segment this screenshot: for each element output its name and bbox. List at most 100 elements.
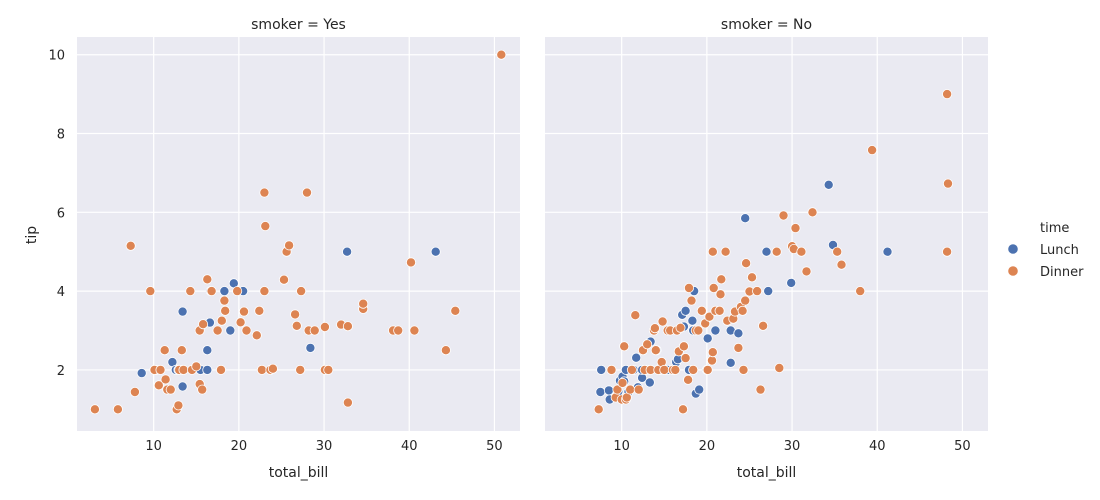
data-point-lunch <box>136 368 147 379</box>
data-point-lunch <box>430 246 441 257</box>
data-point-lunch <box>710 325 721 336</box>
data-point-dinner <box>496 49 507 60</box>
data-point-dinner <box>290 309 301 320</box>
legend-title: time <box>1040 221 1069 236</box>
data-point-dinner <box>89 404 100 415</box>
data-point-lunch <box>702 333 713 344</box>
data-point-dinner <box>867 145 878 156</box>
data-point-dinner <box>129 386 140 397</box>
x-tick-label: 50 <box>486 439 503 454</box>
data-point-dinner <box>747 272 758 283</box>
data-point-dinner <box>684 282 695 293</box>
data-point-dinner <box>185 286 196 297</box>
data-point-dinner <box>176 345 187 356</box>
data-point-dinner <box>619 341 630 352</box>
data-point-dinner <box>836 259 847 270</box>
data-point-dinner <box>295 364 306 375</box>
data-point-dinner <box>707 355 718 366</box>
data-point-dinner <box>309 325 320 336</box>
data-point-dinner <box>790 223 801 234</box>
x-tick-label: 50 <box>954 439 971 454</box>
data-point-dinner <box>796 246 807 257</box>
data-point-dinner <box>256 364 267 375</box>
data-point-lunch <box>644 377 655 388</box>
data-point-dinner <box>409 325 420 336</box>
panel-smoker-no: 10 20 30 40 50 smoker = No total_bill <box>545 17 988 481</box>
data-point-dinner <box>774 362 785 373</box>
data-point-dinner <box>342 397 353 408</box>
data-point-lunch <box>603 385 614 396</box>
data-point-lunch <box>740 213 751 224</box>
panel-title: smoker = No <box>721 17 812 33</box>
data-point-dinner <box>771 246 782 257</box>
x-tick-label: 20 <box>699 439 716 454</box>
data-point-dinner <box>342 321 353 332</box>
data-point-dinner <box>393 325 404 336</box>
data-point-dinner <box>212 325 223 336</box>
legend-label-lunch: Lunch <box>1040 243 1079 258</box>
data-point-dinner <box>686 295 697 306</box>
data-point-dinner <box>160 374 171 385</box>
data-point-dinner <box>220 305 231 316</box>
data-point-dinner <box>358 298 369 309</box>
data-point-lunch <box>786 277 797 288</box>
series-dinner <box>593 89 954 415</box>
data-point-lunch <box>687 315 698 326</box>
data-point-dinner <box>642 339 653 350</box>
data-point-dinner <box>670 364 681 375</box>
legend: time Lunch Dinner <box>1007 221 1084 280</box>
data-point-dinner <box>720 246 731 257</box>
data-point-dinner <box>680 353 691 364</box>
data-point-dinner <box>696 305 707 316</box>
data-point-dinner <box>259 286 270 297</box>
data-point-dinner <box>112 404 123 415</box>
data-point-dinner <box>617 377 628 388</box>
data-point-lunch <box>177 381 188 392</box>
data-point-dinner <box>267 363 278 374</box>
data-point-dinner <box>659 364 670 375</box>
panel-smoker-yes: 10 20 30 40 50 2 4 6 8 10 smoker = Yes total_bill <box>48 17 520 481</box>
data-point-lunch <box>219 286 230 297</box>
x-axis-label: total_bill <box>737 465 797 481</box>
data-point-lunch <box>595 386 606 397</box>
data-point-dinner <box>942 89 953 100</box>
x-tick-label: 10 <box>145 439 162 454</box>
y-tick-label: 2 <box>57 364 65 379</box>
data-point-dinner <box>593 404 604 415</box>
data-point-dinner <box>202 274 213 285</box>
data-point-dinner <box>260 221 271 232</box>
data-point-lunch <box>763 286 774 297</box>
data-point-dinner <box>633 384 644 395</box>
data-point-dinner <box>649 323 660 334</box>
data-point-lunch <box>305 342 316 353</box>
data-point-lunch <box>882 246 893 257</box>
data-point-dinner <box>259 187 270 198</box>
data-point-dinner <box>943 178 954 189</box>
data-point-dinner <box>707 347 718 358</box>
data-point-dinner <box>159 345 170 356</box>
data-point-lunch <box>225 325 236 336</box>
x-tick-label: 20 <box>231 439 248 454</box>
legend-label-dinner: Dinner <box>1040 265 1084 280</box>
data-point-dinner <box>715 289 726 300</box>
data-point-dinner <box>688 364 699 375</box>
data-point-dinner <box>323 364 334 375</box>
data-point-dinner <box>215 364 226 375</box>
data-point-dinner <box>707 246 718 257</box>
data-point-lunch <box>680 305 691 316</box>
series-dinner <box>89 49 507 415</box>
data-point-lunch <box>596 364 607 375</box>
data-point-dinner <box>683 374 694 385</box>
data-point-lunch <box>694 384 705 395</box>
legend-marker-lunch <box>1007 243 1019 255</box>
x-tick-label: 40 <box>401 439 418 454</box>
data-point-dinner <box>678 404 689 415</box>
data-point-dinner <box>606 364 617 375</box>
data-point-lunch <box>177 306 188 317</box>
plot-background <box>545 37 988 431</box>
data-point-dinner <box>755 384 766 395</box>
data-point-dinner <box>219 295 230 306</box>
data-point-dinner <box>630 310 641 321</box>
data-point-dinner <box>165 384 176 395</box>
data-point-dinner <box>832 246 843 257</box>
